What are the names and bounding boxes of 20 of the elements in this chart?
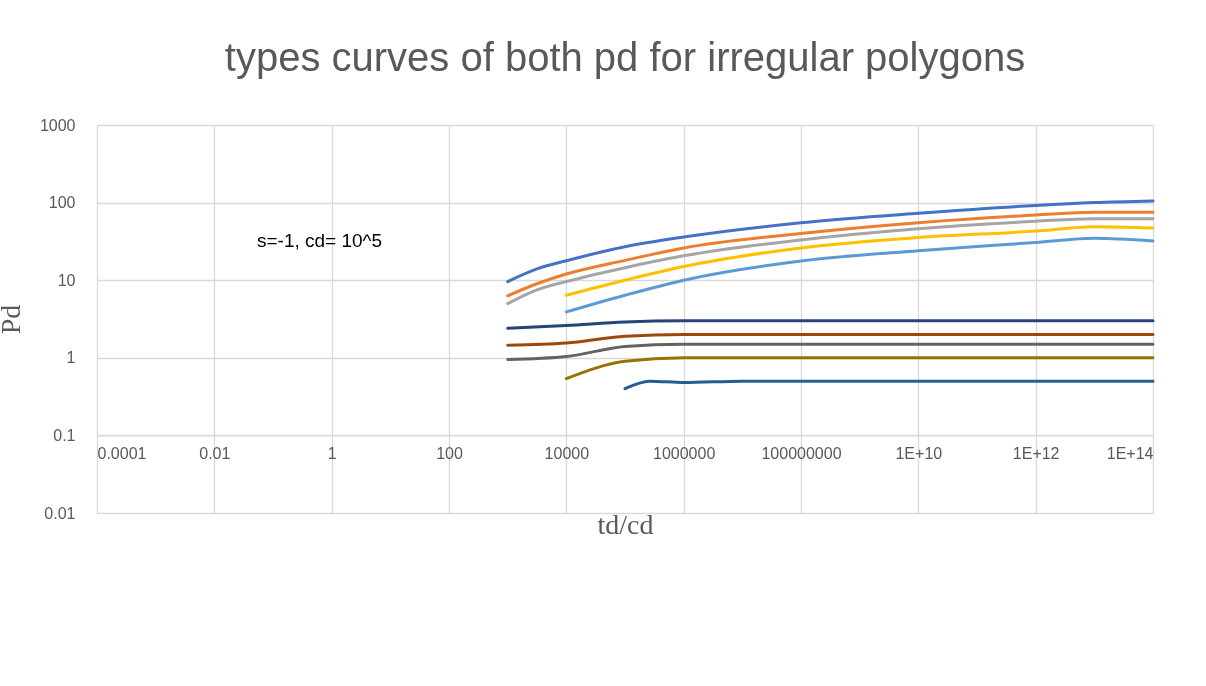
annotation: s=-1, cd= 10^5 [257,230,383,251]
x-tick-label: 0.01 [199,444,231,462]
x-tick-label: 100000000 [761,444,842,462]
x-tick-label: 100 [436,444,463,462]
y-tick-label: 100 [48,194,76,212]
x-axis-title: td/cd [597,508,654,540]
y-tick-label: 1 [66,349,76,367]
x-tick-label: 1E+14 [1106,444,1154,462]
y-tick-label: 0.1 [53,426,76,444]
y-axis-title: Pd [0,304,26,335]
y-tick-label: 1000 [39,116,76,134]
x-tick-label: 1E+10 [895,444,943,462]
x-tick-label: 0.0001 [97,444,147,462]
x-tick-label: 1E+12 [1012,444,1060,462]
x-tick-label: 10000 [544,444,590,462]
x-tick-label: 1 [327,444,337,462]
y-tick-label: 10 [57,271,76,289]
x-tick-label: 1000000 [653,444,716,462]
y-tick-label: 0.01 [44,504,76,522]
chart-title: types curves of both pd for irregular polygons [224,35,1026,79]
